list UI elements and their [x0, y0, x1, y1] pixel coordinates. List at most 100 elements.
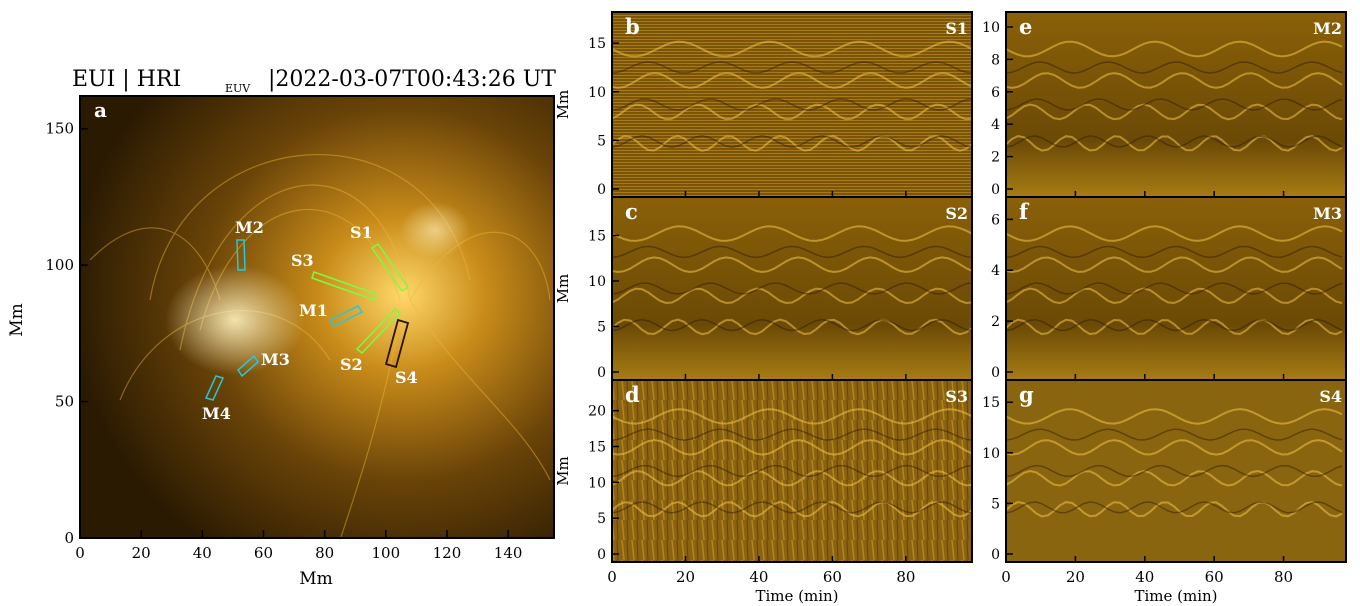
panel-e-ytick-label: 8 — [991, 52, 1000, 68]
slit-s3-label: S3 — [291, 251, 314, 270]
panel-a-title-time: |2022-03-07T00:43:26 UT — [268, 67, 556, 92]
panel-b-ytick-label: 15 — [588, 36, 606, 52]
panel-b-oscillations — [611, 40, 973, 152]
panel-d-xtick-label: 60 — [823, 568, 842, 586]
panel-g: g S4 0 5 10 15 0 20 40 60 80 — [982, 379, 1347, 586]
slit-s1-label: S1 — [350, 223, 373, 242]
panel-g-ytick-label: 0 — [991, 547, 1000, 563]
panel-f-letter: f — [1019, 199, 1030, 224]
slit-s1: S1 — [350, 223, 410, 293]
panel-a-ytick-label: 0 — [64, 529, 74, 547]
panel-d-ytick-label: 10 — [588, 475, 606, 491]
slit-s2-label: S2 — [340, 355, 363, 374]
panel-d-letter: d — [625, 382, 640, 407]
slit-s4: S4 — [384, 318, 418, 387]
panel-e-ytick-label: 2 — [991, 150, 1000, 166]
panel-d-tag: S3 — [945, 387, 968, 406]
panel-g-dark-bands — [1005, 428, 1343, 514]
panel-a-xtick-label: 80 — [315, 544, 334, 562]
panel-a-bright-region — [400, 202, 470, 258]
panel-a-xlabel: Mm — [299, 569, 333, 589]
panel-e-ytick-label: 0 — [991, 182, 1000, 198]
marker-m1: M1 — [299, 301, 364, 327]
panel-b-ytick-label: 10 — [588, 85, 606, 101]
panel-a-ytick-label: 150 — [45, 120, 74, 138]
panel-b-ytick-label: 0 — [597, 182, 606, 198]
panel-a-xtick-label: 60 — [254, 544, 273, 562]
panel-b-ytick-label: 5 — [597, 133, 606, 149]
panel-a-xtick-label: 20 — [132, 544, 151, 562]
panel-d-ytick-label: 20 — [588, 404, 606, 420]
marker-m3: M3 — [237, 350, 290, 378]
marker-m4: M4 — [202, 375, 231, 423]
panel-f-ytick-label: 6 — [991, 212, 1000, 228]
panel-c-ytick-label: 0 — [597, 365, 606, 381]
panel-b-tag: S1 — [945, 19, 968, 38]
panel-b-letter: b — [625, 14, 640, 39]
panel-a-frame — [79, 95, 555, 539]
panel-f-ytick-label: 2 — [991, 314, 1000, 330]
panel-b-ylabel: Mm — [554, 90, 572, 120]
panel-a-xtick-label: 120 — [433, 544, 462, 562]
panel-a-xtick-label: 100 — [371, 544, 400, 562]
panel-f-ytick-label: 0 — [991, 365, 1000, 381]
panel-g-xtick-label: 40 — [1135, 568, 1154, 586]
panel-e-tag: M2 — [1313, 19, 1342, 38]
panel-d-ytick-label: 0 — [597, 547, 606, 563]
marker-m2: M2 — [235, 218, 264, 271]
time-xlabel-left: Time (min) — [755, 587, 838, 605]
panel-d: d S3 0 5 10 15 20 Mm 0 20 40 60 80 — [554, 379, 973, 586]
panel-c-dark-bands — [611, 245, 973, 332]
panel-a-title-sub: EUV — [225, 82, 251, 95]
panel-f: f M3 0 2 4 6 — [991, 196, 1347, 381]
panel-g-letter: g — [1019, 382, 1034, 407]
panel-d-ytick-label: 15 — [588, 440, 606, 456]
panel-a-bright-region — [165, 265, 305, 375]
panel-g-xtick-label: 20 — [1066, 568, 1085, 586]
panel-g-ytick-label: 15 — [982, 395, 1000, 411]
panel-a-letter: a — [94, 98, 107, 122]
panel-a-axes: 0 20 40 60 80 100 120 140 0 50 100 150 — [45, 120, 522, 562]
panel-a-ytick-label: 100 — [45, 256, 74, 274]
slit-s4-label: S4 — [395, 368, 418, 387]
panel-f-ytick-label: 4 — [991, 263, 1000, 279]
panel-e-ytick-label: 4 — [991, 117, 1000, 133]
panel-d-frame — [611, 379, 973, 563]
time-xlabel-right: Time (min) — [1134, 587, 1217, 605]
panel-g-oscillations — [1005, 408, 1343, 518]
panel-g-frame — [1005, 379, 1347, 563]
panel-f-tag: M3 — [1313, 204, 1342, 223]
panel-c: c S2 0 5 10 15 Mm — [554, 196, 973, 381]
panel-g-ytick-label: 10 — [982, 446, 1000, 462]
panel-a-xtick-label: 40 — [193, 544, 212, 562]
panel-d-xtick-label: 20 — [676, 568, 695, 586]
panel-a-xtick-label: 0 — [75, 544, 85, 562]
panel-g-xtick-label: 80 — [1274, 568, 1293, 586]
panel-g-xtick-label: 0 — [1001, 568, 1011, 586]
panel-c-ytick-label: 15 — [588, 228, 606, 244]
panel-e-oscillations — [1005, 40, 1343, 152]
panel-g-xtick-label: 60 — [1205, 568, 1224, 586]
slit-s3: S3 — [291, 251, 377, 301]
slit-s2: S2 — [340, 307, 402, 374]
panel-e: e M2 0 2 4 6 8 10 — [982, 11, 1347, 198]
panel-c-oscillations — [611, 225, 973, 336]
panel-f-dark-bands — [1005, 245, 1343, 332]
panel-a-title: EUI | HRI — [72, 67, 181, 92]
panel-d-xtick-label: 80 — [896, 568, 915, 586]
panel-d-dark-bands — [611, 428, 973, 514]
panel-d-ylabel: Mm — [554, 456, 572, 486]
panel-a-ytick-label: 50 — [55, 393, 74, 411]
panel-g-ytick-label: 5 — [991, 496, 1000, 512]
panel-a-ylabel: Mm — [7, 303, 27, 337]
panel-c-letter: c — [625, 199, 638, 224]
panel-d-xtick-label: 0 — [607, 568, 617, 586]
panel-d-xtick-label: 40 — [749, 568, 768, 586]
marker-m2-label: M2 — [235, 218, 264, 237]
panel-b-dark-bands — [611, 61, 973, 148]
marker-m4-label: M4 — [202, 404, 231, 423]
panel-c-tag: S2 — [945, 204, 968, 223]
panel-c-ylabel: Mm — [554, 274, 572, 304]
